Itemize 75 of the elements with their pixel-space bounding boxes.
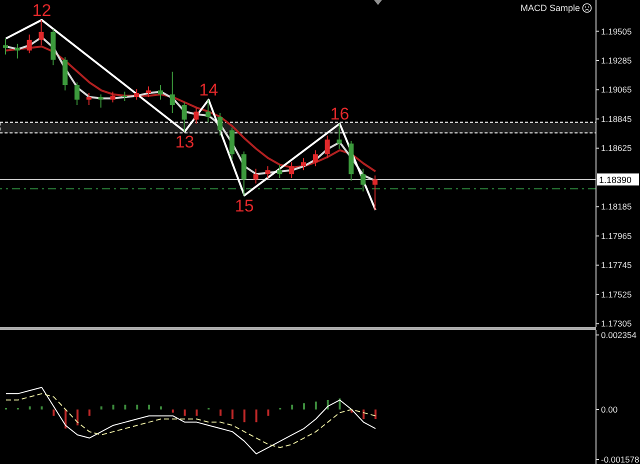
line-series	[4, 18, 376, 212]
y-tick-label: 1.19065	[601, 84, 632, 95]
y-tick-label: 0.00	[601, 404, 618, 415]
candlestick	[14, 43, 20, 59]
candlestick	[336, 123, 342, 150]
bar	[52, 410, 55, 416]
y-tick-label: 1.18185	[601, 202, 632, 212]
bar	[243, 410, 246, 422]
bar	[160, 406, 162, 410]
bar	[255, 410, 258, 422]
candlestick	[194, 107, 199, 124]
bar	[100, 406, 102, 410]
bar	[184, 410, 186, 416]
candlestick	[182, 102, 187, 132]
annotation: 14	[199, 80, 218, 100]
candlestick	[324, 135, 330, 159]
bar	[28, 406, 31, 410]
bar	[291, 404, 294, 410]
annotation: 12	[32, 0, 52, 20]
bar	[172, 410, 174, 413]
bar	[303, 403, 305, 410]
candlestick	[134, 88, 140, 100]
candlestick	[26, 34, 32, 54]
bar	[76, 410, 79, 426]
bar	[88, 410, 90, 416]
candlestick	[372, 174, 378, 211]
candlestick	[98, 94, 104, 108]
bar	[124, 404, 126, 410]
candlestick	[206, 99, 211, 123]
candlestick	[158, 84, 163, 100]
ref-line-label: 1.18390	[599, 174, 632, 185]
y-tick-label: 1.17965	[601, 230, 632, 241]
y-tick-label: 1.19505	[601, 26, 632, 36]
candlestick	[277, 164, 282, 179]
y-tick-label: 1.17525	[601, 289, 632, 300]
y-tick-label: 1.18625	[601, 143, 632, 154]
bar	[362, 410, 365, 420]
candlestick	[74, 82, 80, 106]
candlestick	[86, 92, 92, 106]
y-tick-label: -0.001578	[601, 454, 640, 464]
candlestick	[265, 166, 270, 179]
line-series	[5, 386, 376, 454]
candlestick	[229, 127, 234, 160]
candlestick	[3, 38, 8, 55]
annotation: MACD Sample	[520, 3, 580, 13]
y-tick-label: 1.19285	[601, 56, 632, 66]
annotation: 13	[175, 132, 194, 152]
candlestick	[253, 168, 258, 184]
y-tick-label: 1.17305	[601, 318, 632, 329]
bar	[220, 410, 222, 416]
bar	[231, 410, 234, 420]
line-series	[5, 393, 376, 448]
bar	[314, 402, 317, 410]
annotation: 15	[234, 196, 254, 216]
candlestick	[170, 71, 175, 114]
bar	[374, 410, 377, 420]
y-tick-label: 1.17745	[601, 260, 632, 270]
annotation: 16	[330, 104, 350, 124]
bar	[196, 410, 198, 416]
bar	[148, 404, 150, 410]
candlestick	[218, 112, 223, 136]
y-tick-label: 1.18845	[601, 114, 632, 124]
candlestick	[110, 91, 116, 103]
candlestick	[122, 91, 128, 102]
candlestick	[360, 168, 366, 192]
y-tick-label: 0.002354	[601, 330, 637, 340]
candlestick	[146, 86, 152, 98]
candlestick	[312, 150, 318, 167]
candlestick	[301, 158, 306, 171]
candlestick	[289, 162, 294, 179]
bar	[267, 410, 270, 416]
bar	[136, 404, 138, 410]
candlestick	[38, 19, 44, 46]
bar	[40, 406, 43, 410]
bar	[112, 404, 114, 410]
